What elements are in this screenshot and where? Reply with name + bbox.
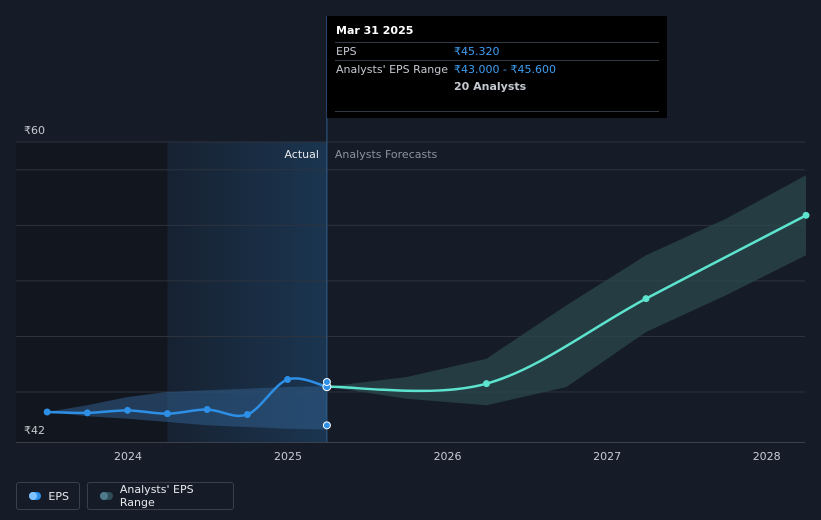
y-tick-label-top: ₹60 xyxy=(24,124,45,137)
tooltip-range-value: ₹43.000 - ₹45.600 xyxy=(454,63,556,76)
actual-region-label: Actual xyxy=(284,148,318,161)
x-tick-label: 2028 xyxy=(753,450,781,463)
legend-eps-button[interactable]: EPS xyxy=(16,482,80,510)
forecast-eps-point[interactable] xyxy=(482,380,490,388)
actual-eps-point[interactable] xyxy=(124,406,132,414)
tooltip: Mar 31 2025 EPS ₹45.320 Analysts' EPS Ra… xyxy=(327,16,667,118)
legend-range-label: Analysts' EPS Range xyxy=(119,483,194,509)
tooltip-range-label: Analysts' EPS Range xyxy=(336,63,449,76)
x-tick-label: 2025 xyxy=(274,450,302,463)
forecast-eps-point[interactable] xyxy=(802,211,810,219)
x-tick-label: 2026 xyxy=(434,450,462,463)
forecast-region-label: Analysts Forecasts xyxy=(335,148,438,161)
tooltip-eps-row: EPS ₹45.320 xyxy=(335,42,659,60)
eps-legend-swatch-icon xyxy=(29,492,42,500)
x-tick-label: 2024 xyxy=(114,450,142,463)
tooltip-divider xyxy=(335,111,659,112)
range-low-point[interactable] xyxy=(322,421,331,430)
actual-eps-point[interactable] xyxy=(243,411,251,418)
actual-eps-point[interactable] xyxy=(43,408,51,416)
range-high-point[interactable] xyxy=(322,378,331,386)
actual-eps-point[interactable] xyxy=(83,409,91,417)
range-legend-swatch-icon xyxy=(100,492,113,500)
legend-eps-label: EPS xyxy=(48,489,69,503)
tooltip-analysts-row: 20 Analysts xyxy=(335,78,659,95)
tooltip-eps-label: EPS xyxy=(336,45,357,58)
actual-eps-range-band xyxy=(47,386,327,430)
tooltip-date: Mar 31 2025 xyxy=(336,24,414,37)
forecast-eps-line xyxy=(326,214,807,393)
forecast-eps-range-band xyxy=(326,175,806,406)
tooltip-range-row: Analysts' EPS Range ₹43.000 - ₹45.600 xyxy=(335,60,659,78)
forecast-eps-point[interactable] xyxy=(642,295,650,303)
axis-labels: ₹60 ₹42 2024 2025 2026 2027 2028 xyxy=(24,124,781,463)
y-tick-label-bottom: ₹42 xyxy=(24,424,45,437)
legend-range-button[interactable]: Analysts' EPS Range xyxy=(87,482,234,510)
actual-eps-point[interactable] xyxy=(163,410,171,418)
tooltip-eps-value: ₹45.320 xyxy=(454,45,500,58)
eps-range-bands xyxy=(47,175,806,430)
actual-eps-point[interactable] xyxy=(284,376,292,383)
actual-eps-point[interactable] xyxy=(203,406,211,413)
tooltip-analysts-count: 20 Analysts xyxy=(454,80,527,93)
eps-points[interactable] xyxy=(43,211,810,430)
x-tick-label: 2027 xyxy=(593,450,621,463)
